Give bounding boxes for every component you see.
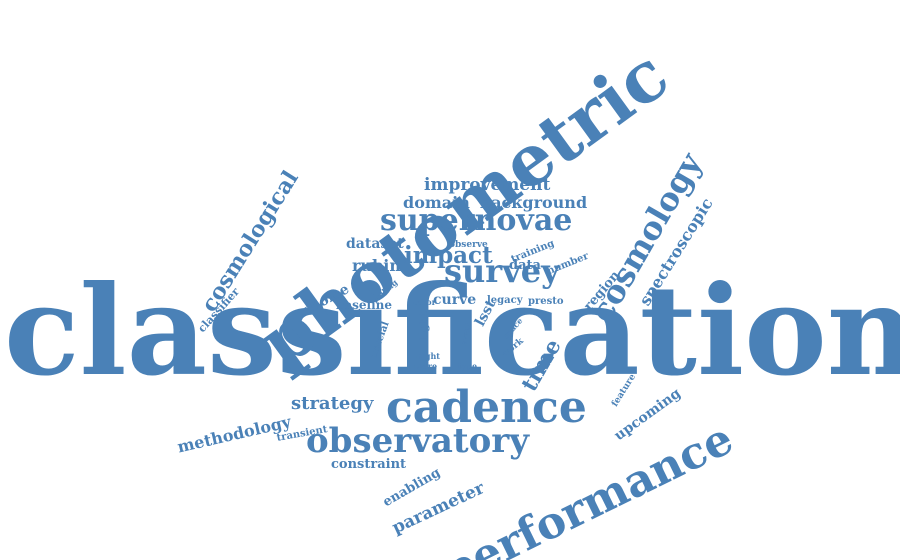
- word-methodology: methodology: [175, 411, 293, 457]
- word-more: more: [414, 361, 438, 371]
- word-domain: domain: [403, 193, 470, 212]
- word-night: night: [416, 351, 440, 361]
- word-constraint: constraint: [331, 457, 407, 472]
- word-strategy: strategy: [291, 393, 374, 414]
- word-rubin: rubin: [352, 256, 401, 275]
- word-observatory: observatory: [306, 421, 529, 461]
- word-light: light: [417, 310, 430, 340]
- word-classification: classification: [4, 259, 900, 404]
- word-data: data: [509, 258, 541, 273]
- word-observe: observe: [449, 240, 488, 250]
- word-legacy: legacy: [487, 295, 523, 306]
- word-color: color: [413, 297, 436, 307]
- word-curve: curve: [433, 292, 477, 308]
- word-improvement: improvement: [424, 175, 551, 195]
- word-survey: survey: [444, 252, 560, 290]
- word-supernovae: supernovae: [380, 203, 573, 238]
- word-dataset: dataset: [346, 236, 404, 252]
- word-background: background: [480, 193, 588, 212]
- word-cadence: cadence: [386, 382, 587, 433]
- word-baseline: baseline: [336, 298, 393, 312]
- word-impact: impact: [404, 242, 493, 269]
- word-type: type: [458, 361, 478, 371]
- word-presto: presto: [528, 296, 564, 307]
